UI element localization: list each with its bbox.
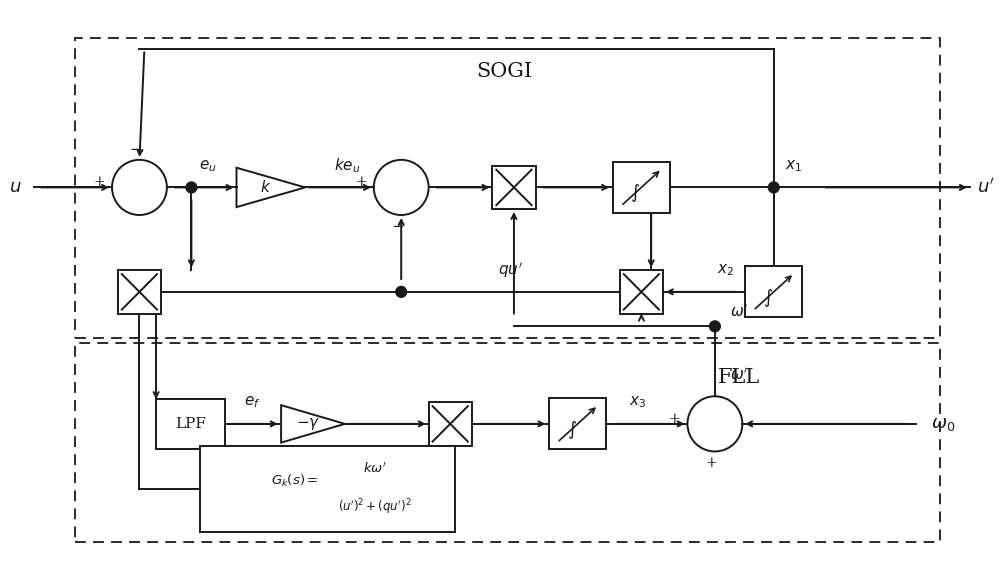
Text: $x_2$: $x_2$ xyxy=(717,262,735,278)
Text: $ke_u$: $ke_u$ xyxy=(334,156,360,175)
Text: $e_u$: $e_u$ xyxy=(199,158,217,174)
Bar xyxy=(118,270,161,314)
Text: $\omega'$: $\omega'$ xyxy=(730,366,748,383)
Bar xyxy=(620,270,663,314)
Text: $u$: $u$ xyxy=(9,178,22,196)
Text: $qu'$: $qu'$ xyxy=(498,261,523,280)
Bar xyxy=(75,343,940,542)
Text: $G_k(s)=$: $G_k(s)=$ xyxy=(271,473,318,489)
Text: $x_3$: $x_3$ xyxy=(629,394,646,410)
Text: $\omega_0$: $\omega_0$ xyxy=(931,415,955,433)
Bar xyxy=(745,266,802,318)
Circle shape xyxy=(710,321,720,332)
Circle shape xyxy=(186,182,197,193)
Bar xyxy=(156,399,225,448)
Text: +: + xyxy=(705,456,717,470)
Text: +: + xyxy=(669,412,681,426)
Text: $\int$: $\int$ xyxy=(763,287,773,309)
Text: SOGI: SOGI xyxy=(476,62,532,81)
Text: $(u')^2+(qu')^2$: $(u')^2+(qu')^2$ xyxy=(338,498,412,517)
Text: $u'$: $u'$ xyxy=(977,178,994,197)
Text: −: − xyxy=(129,143,142,157)
Text: −: − xyxy=(391,220,404,234)
Text: $\int$: $\int$ xyxy=(630,182,641,204)
Text: $e_f$: $e_f$ xyxy=(244,394,261,410)
Text: +: + xyxy=(355,175,367,190)
Bar xyxy=(429,402,472,446)
Bar xyxy=(75,38,940,338)
Text: LPF: LPF xyxy=(175,417,206,431)
Text: $k$: $k$ xyxy=(260,179,272,195)
Text: $-\gamma$: $-\gamma$ xyxy=(296,416,320,432)
Text: $\int$: $\int$ xyxy=(567,419,577,441)
Text: FLL: FLL xyxy=(718,368,761,387)
Circle shape xyxy=(396,287,407,297)
Bar xyxy=(492,166,536,209)
Text: $k\omega'$: $k\omega'$ xyxy=(363,462,387,477)
Bar xyxy=(549,398,606,450)
Bar xyxy=(200,446,455,532)
Text: $x_1$: $x_1$ xyxy=(785,158,803,174)
Circle shape xyxy=(768,182,779,193)
Bar xyxy=(613,162,670,213)
Text: +: + xyxy=(93,175,105,190)
Text: $\omega'$: $\omega'$ xyxy=(730,303,748,320)
